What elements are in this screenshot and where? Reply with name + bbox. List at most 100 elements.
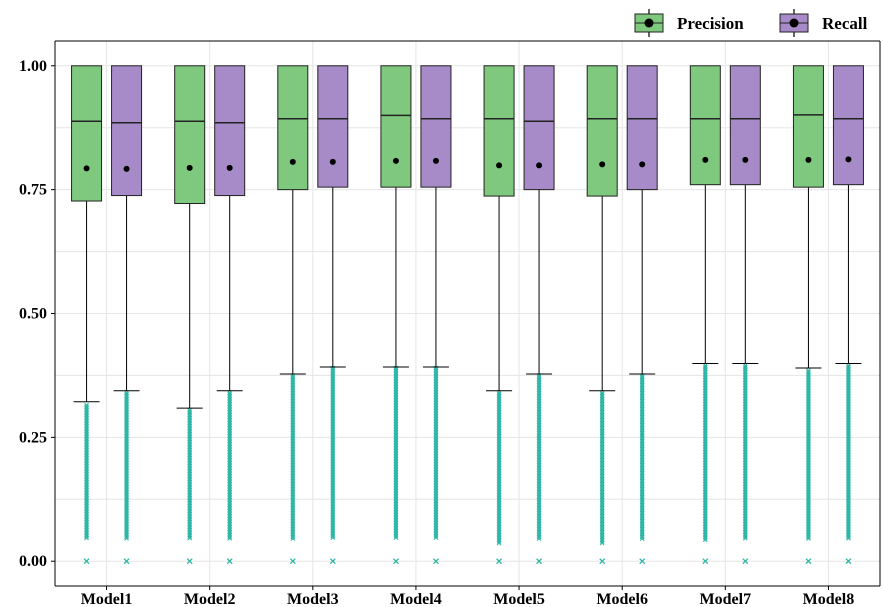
box-recall-model8 [832, 65, 864, 565]
y-tick-label: 0.00 [19, 553, 47, 570]
box-rect [626, 65, 658, 191]
box-recall-model3 [317, 65, 349, 565]
legend-label: Recall [822, 14, 868, 33]
outlier-mark [227, 536, 233, 541]
outlier-mark [290, 534, 296, 540]
box-precision-model1 [71, 65, 103, 565]
y-axis: 0.00 0.25 0.50 0.75 1.00 [19, 41, 56, 586]
outlier-mark-zero [186, 558, 193, 565]
outlier-mark [846, 534, 851, 540]
legend: Precision Recall [634, 9, 868, 37]
outlier-mark [393, 535, 399, 540]
boxes [71, 65, 864, 565]
mean-point [186, 164, 193, 171]
x-tick-label: Model1 [81, 591, 133, 607]
box-rect [689, 65, 721, 186]
box-rect [214, 65, 246, 197]
mean-point [289, 158, 296, 165]
outlier-mark [393, 533, 399, 539]
mean-point [702, 156, 709, 163]
outlier-mark [433, 535, 439, 540]
box-rect [111, 65, 143, 197]
outlier-mark-zero [226, 558, 233, 565]
mean-point [805, 156, 812, 163]
box-rect [729, 65, 761, 186]
box-precision-model7 [689, 65, 721, 565]
box-precision-model8 [792, 65, 824, 565]
y-tick-label: 0.50 [19, 306, 47, 323]
mean-point [392, 157, 399, 164]
legend-point [644, 18, 654, 28]
mean-point [226, 164, 233, 171]
box-rect [832, 65, 864, 186]
outlier-mark [536, 534, 542, 540]
outlier-mark-zero [702, 558, 709, 565]
outlier-mark-zero [83, 558, 90, 565]
outlier-mark [330, 533, 336, 539]
box-recall-model7 [729, 65, 761, 565]
box-rect [523, 65, 555, 191]
mean-point [742, 156, 749, 163]
mean-point [536, 162, 543, 169]
x-tick-label: Model6 [596, 591, 648, 607]
outlier-mark [227, 534, 233, 540]
box-rect [792, 65, 824, 188]
box-recall-model6 [626, 65, 658, 565]
outlier-mark [84, 534, 89, 539]
outlier-mark [742, 535, 748, 541]
y-tick-label: 0.25 [19, 429, 47, 446]
mean-point [639, 161, 646, 168]
outlier-mark-zero [742, 558, 749, 565]
outlier-mark-zero [845, 558, 852, 565]
outlier-mark [806, 534, 811, 540]
box-rect [483, 65, 515, 197]
outlier-mark [639, 534, 645, 540]
outlier-mark-zero [805, 558, 812, 565]
outlier-mark [496, 540, 502, 546]
box-recall-model4 [420, 65, 452, 565]
outlier-mark-zero [599, 558, 606, 565]
outlier-mark [124, 536, 129, 541]
outlier-mark [846, 535, 851, 541]
outlier-mark [496, 539, 502, 544]
box-precision-model6 [586, 65, 618, 565]
box-rect [277, 65, 309, 191]
box-precision-model4 [380, 65, 412, 565]
box-recall-model5 [523, 65, 555, 565]
mean-point [845, 156, 852, 163]
outlier-mark-zero [496, 558, 503, 565]
legend-item-recall: Recall [779, 9, 868, 37]
x-tick-label: Model7 [700, 591, 752, 607]
mean-point [123, 165, 130, 172]
outlier-mark [742, 534, 748, 540]
outlier-mark [536, 536, 542, 541]
legend-label: Precision [677, 14, 744, 33]
outlier-mark [330, 535, 336, 540]
outlier-mark-zero [289, 558, 296, 565]
box-precision-model5 [483, 65, 515, 565]
box-precision-model2 [174, 65, 206, 565]
grid [55, 41, 880, 586]
x-tick-label: Model2 [184, 591, 236, 607]
outlier-mark-zero [639, 558, 646, 565]
x-tick-label: Model8 [803, 591, 855, 607]
x-tick-label: Model3 [287, 591, 339, 607]
outlier-mark-zero [432, 558, 439, 565]
outlier-mark [84, 535, 89, 541]
box-rect [71, 65, 103, 202]
box-rect [174, 65, 206, 205]
mean-point [432, 157, 439, 164]
y-tick-label: 1.00 [19, 58, 47, 75]
mean-point [599, 161, 606, 168]
box-rect [380, 65, 412, 188]
outlier-mark-zero [392, 558, 399, 565]
outlier-mark-zero [329, 558, 336, 565]
outlier-mark [187, 534, 193, 539]
x-tick-label: Model4 [390, 591, 442, 607]
box-precision-model3 [277, 65, 309, 565]
x-tick-label: Model5 [493, 591, 545, 607]
outlier-mark [290, 536, 296, 541]
outlier-mark [599, 539, 605, 544]
outlier-mark-zero [536, 558, 543, 565]
legend-point [789, 18, 799, 28]
